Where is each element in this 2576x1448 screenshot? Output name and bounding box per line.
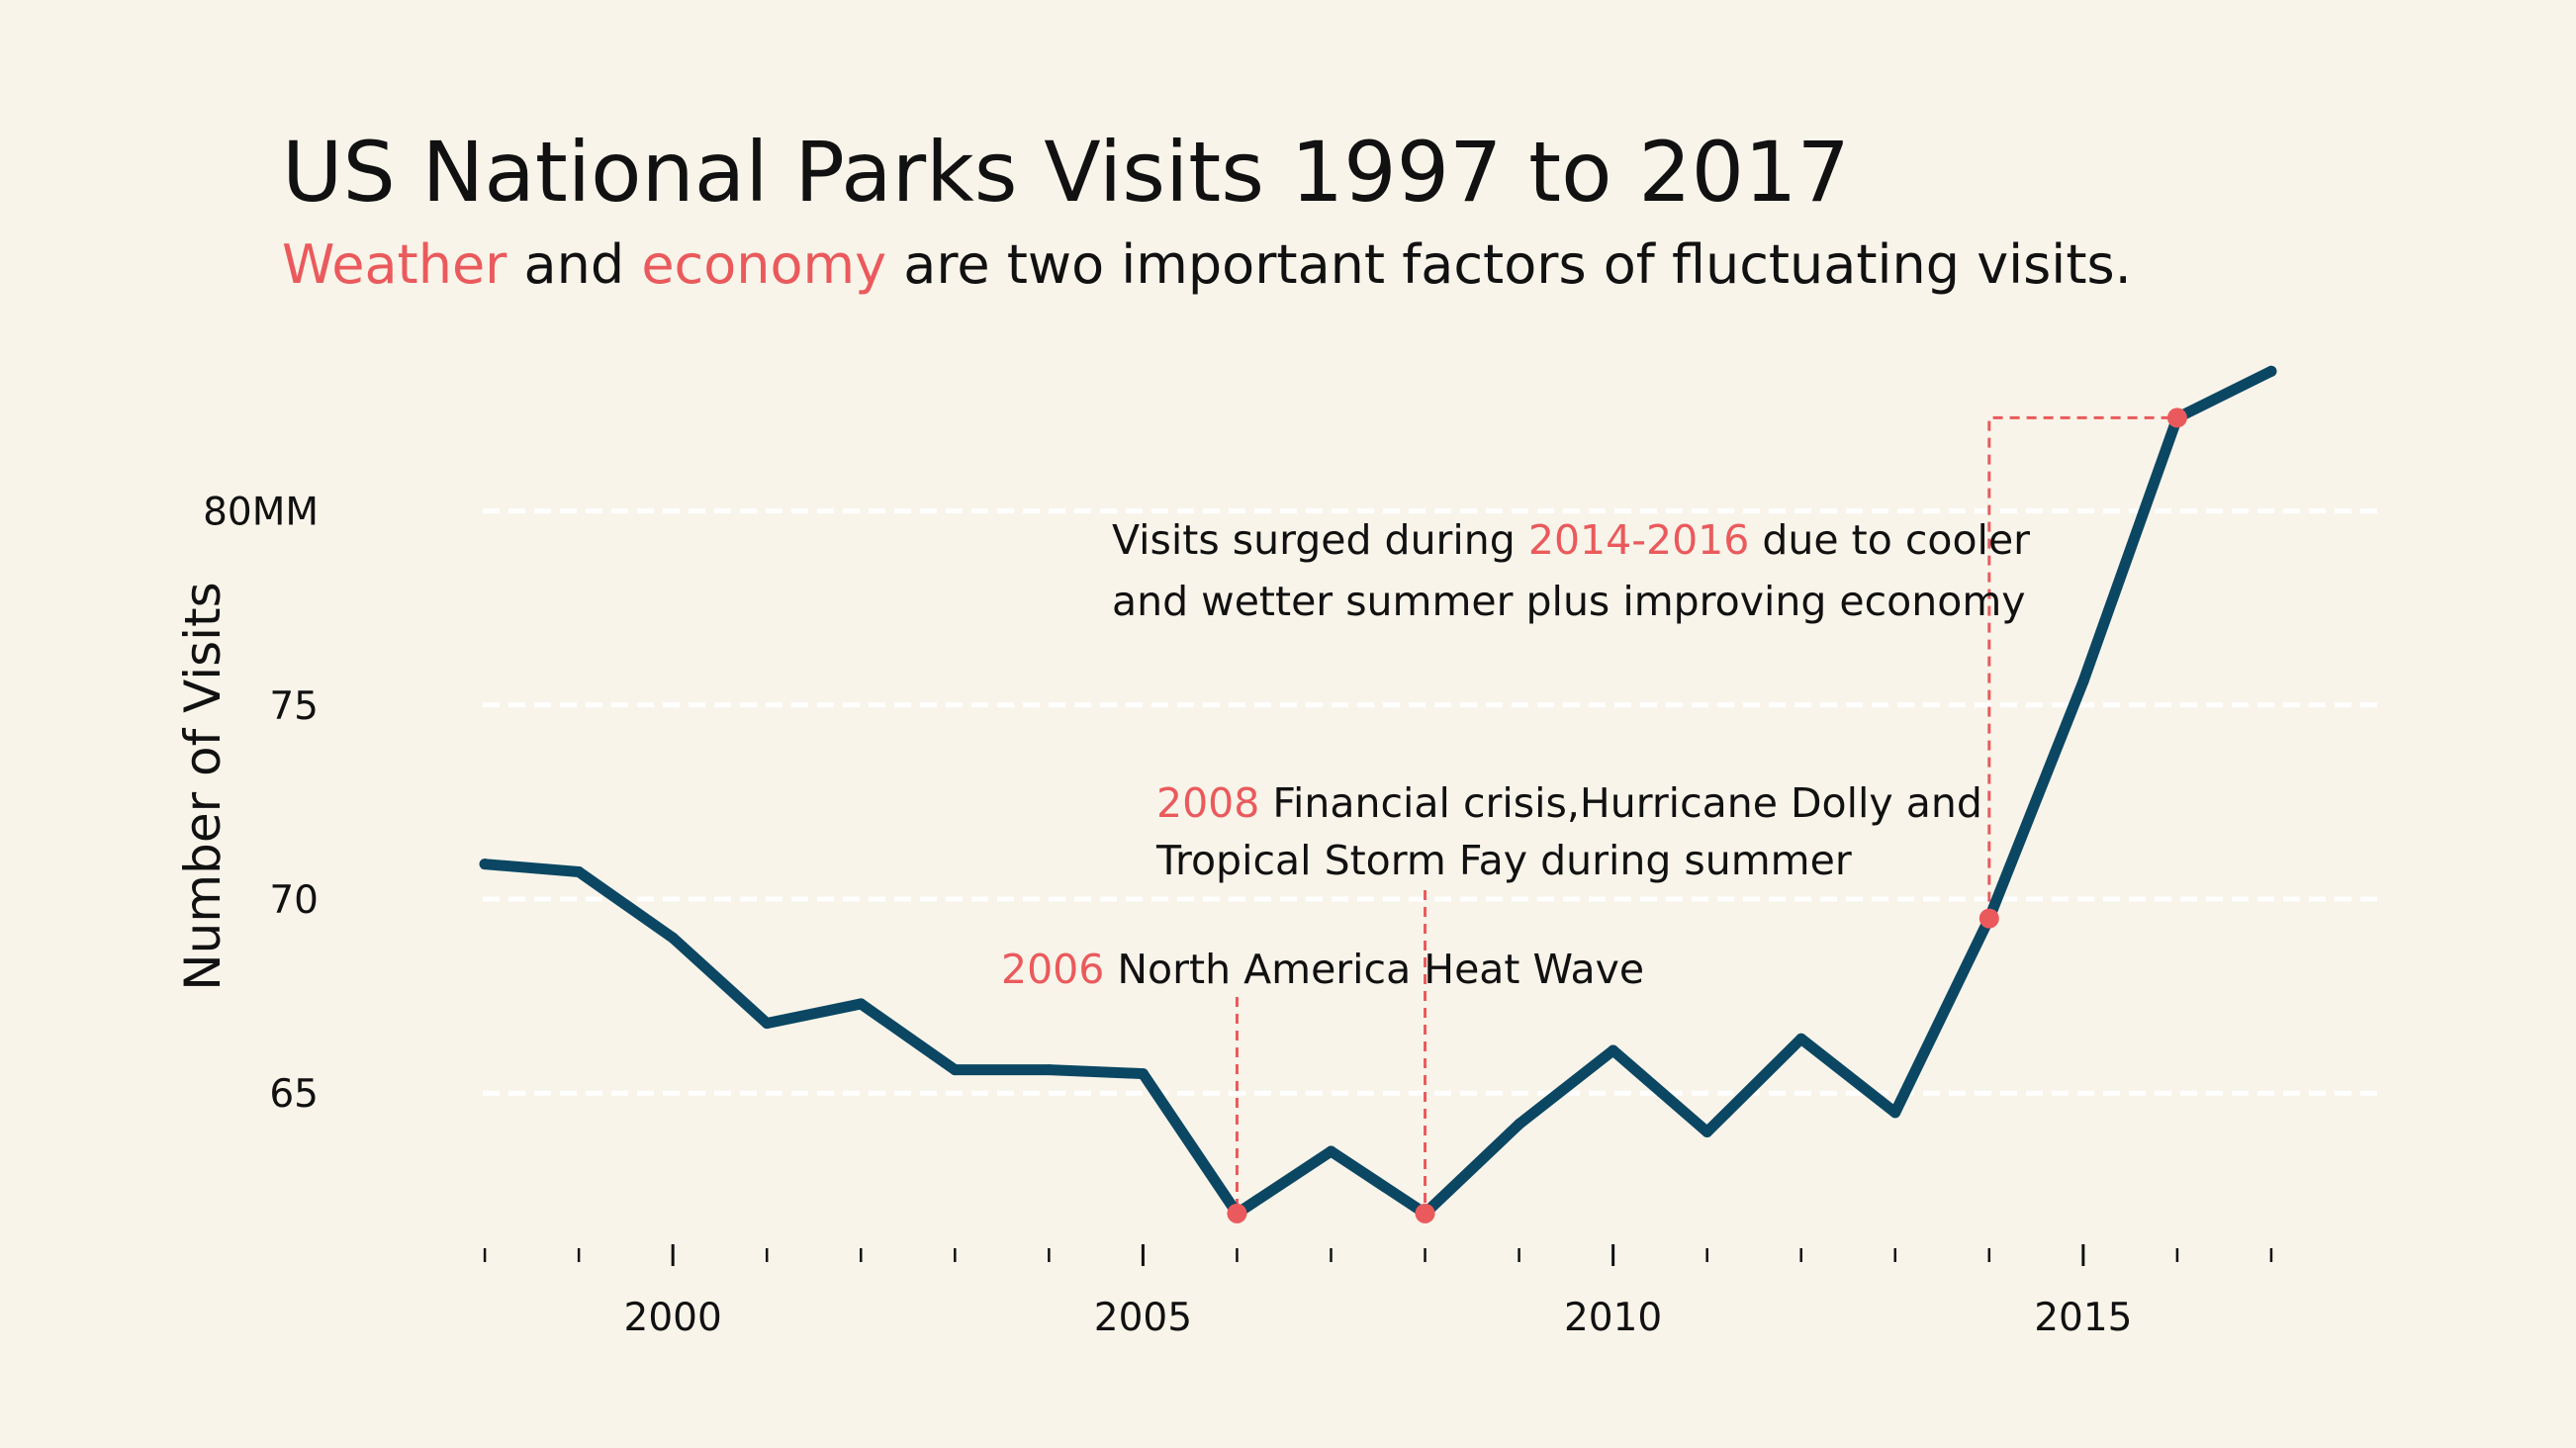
y-axis-label: Number of Visits [174,582,231,990]
data-point-2005 [1138,1068,1149,1079]
data-point-1998 [480,859,491,869]
data-point-2004 [1044,1064,1055,1075]
data-point-2000 [668,933,679,944]
x-tick-label-2005: 2005 [1094,1296,1192,1340]
data-point-2007 [1326,1146,1336,1157]
data-point-2003 [950,1064,961,1075]
x-tick-label-2000: 2000 [624,1296,722,1340]
annotation-surge-year: 2014-2016 [1528,516,1749,564]
highlight-marker-2006 [1227,1204,1246,1223]
annotation-heat-wave-text: North America Heat Wave [1104,946,1644,993]
annotation-financial-crisis-line2: Tropical Storm Fay during summer [1155,837,1852,884]
data-point-2010 [1608,1045,1618,1056]
y-tick-label-80: 80MM [203,491,319,535]
subtitle-text-2: are two important factors of fluctuating… [886,233,2132,296]
subtitle-economy: economy [641,233,886,296]
y-tick-label-75: 75 [269,684,319,729]
data-point-2011 [1702,1127,1712,1137]
data-point-2001 [762,1018,773,1029]
annotation-financial-crisis-year: 2008 [1156,779,1259,827]
annotation-financial-crisis-line1: 2008 Financial crisis,Hurricane Dolly an… [1156,779,1982,827]
y-tick-label-65: 65 [269,1072,319,1117]
annotation-financial-crisis-text: Financial crisis,Hurricane Dolly and [1259,779,1982,827]
subtitle-weather: Weather [282,233,507,296]
chart-title: US National Parks Visits 1997 to 2017 [282,124,1850,221]
x-tick-label-2015: 2015 [2034,1296,2132,1340]
x-tick-label-2010: 2010 [1564,1296,1662,1340]
highlight-marker-2014 [1979,909,1999,929]
annotation-surge-pre: Visits surged during [1112,516,1528,564]
data-point-2017 [2265,366,2276,377]
highlight-marker-2008 [1416,1204,1435,1223]
data-point-2012 [1795,1034,1806,1044]
data-point-2002 [856,998,867,1009]
data-point-2013 [1889,1107,1900,1118]
subtitle-text-1: and [506,233,641,296]
annotation-surge-line1: Visits surged during 2014-2016 due to co… [1112,516,2030,564]
data-point-1999 [574,866,585,877]
annotation-heat-wave-year: 2006 [1001,946,1104,993]
y-tick-label-70: 70 [269,878,319,923]
chart-subtitle: Weather and economy are two important fa… [282,233,2132,296]
annotation-surge-text: due to cooler [1749,516,2030,564]
annotation-heat-wave-line1: 2006 North America Heat Wave [1001,946,1644,993]
highlight-marker-2016 [2167,407,2187,427]
annotation-surge-line2: and wetter summer plus improving economy [1112,578,2026,625]
annotation-heat-wave: 2006 North America Heat Wave [1001,946,1644,993]
data-point-2009 [1514,1119,1524,1130]
data-point-2015 [2077,677,2088,687]
